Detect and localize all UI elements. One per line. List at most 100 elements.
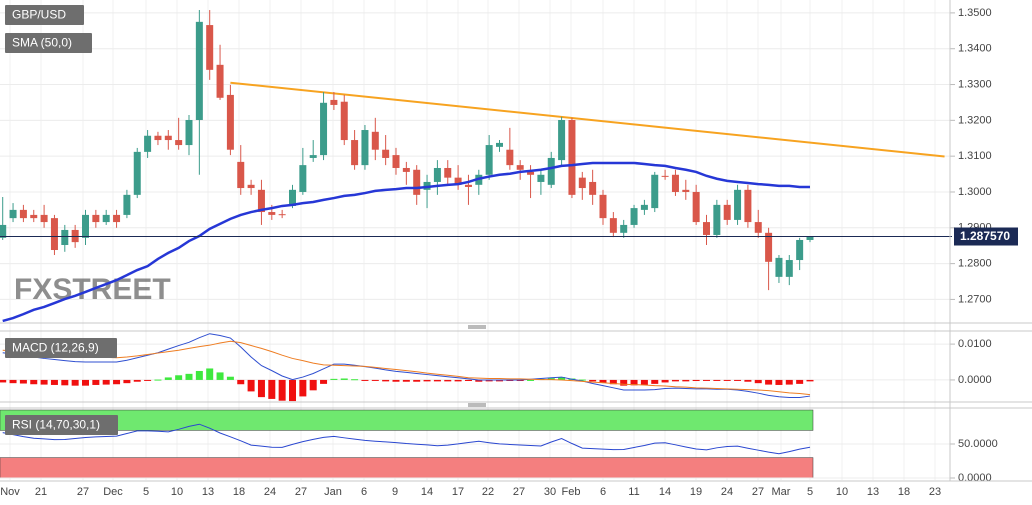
x-tick-label: Jan — [324, 486, 342, 498]
histogram-bar — [206, 368, 214, 380]
histogram-bar — [320, 379, 328, 384]
legend-box-bg — [5, 5, 84, 25]
candle-body — [102, 214, 110, 223]
x-tick-label: 6 — [361, 486, 367, 498]
candle-body — [206, 25, 214, 70]
legend-box-bg — [5, 33, 92, 53]
candle-body — [382, 149, 390, 158]
histogram-bar — [423, 379, 431, 382]
histogram-bar — [744, 379, 752, 382]
x-tick-label: 14 — [659, 486, 671, 498]
y-tick-label: 0.0000 — [958, 374, 992, 386]
x-tick-label: 5 — [143, 486, 149, 498]
candle-body — [144, 135, 152, 152]
histogram-bar — [309, 379, 317, 391]
legend-box: SMA (50,0) — [5, 33, 92, 53]
y-tick-label: 1.3100 — [958, 150, 992, 162]
x-tick-label: 17 — [452, 486, 464, 498]
candle-body — [734, 189, 742, 220]
histogram-bar — [806, 379, 814, 382]
y-tick-label: 1.3200 — [958, 114, 992, 126]
histogram-bar — [692, 379, 700, 382]
histogram-bar — [754, 379, 762, 384]
histogram-bar — [444, 379, 452, 382]
candle-body — [299, 165, 307, 192]
histogram-bar — [651, 379, 659, 384]
histogram-bar — [496, 379, 503, 382]
frame — [0, 0, 1032, 482]
histogram-bar — [113, 379, 121, 385]
line — [2, 333, 811, 398]
x-tick-label: 24 — [721, 486, 733, 498]
candle-body — [216, 64, 224, 98]
candle-body — [330, 99, 338, 105]
histogram-bar — [216, 372, 224, 380]
candle-body — [361, 130, 369, 166]
y-tick-label: 50.0000 — [958, 438, 998, 450]
histogram-bar — [630, 379, 638, 386]
histogram-bar — [195, 370, 203, 380]
x-tick-label: Dec — [103, 486, 123, 498]
candle-body — [661, 175, 669, 177]
histogram-bar — [71, 379, 79, 386]
histogram-bar — [609, 379, 617, 385]
legend-box-bg — [5, 415, 118, 435]
histogram-bar — [226, 376, 234, 380]
candle-body — [289, 189, 296, 206]
candle-body — [682, 189, 690, 192]
x-tick-label: 24 — [264, 486, 276, 498]
candle-body — [0, 224, 7, 238]
last-price-label: 1.287570 — [960, 229, 1010, 243]
legend-label: SMA (50,0) — [12, 36, 72, 50]
candle-body — [589, 181, 597, 195]
histogram-bar — [734, 379, 742, 381]
candle-body — [506, 149, 514, 166]
histogram-bar — [382, 379, 390, 382]
x-tick-label: 27 — [77, 486, 89, 498]
candle-body — [527, 171, 535, 175]
candle-body — [796, 239, 804, 261]
histogram-bar — [661, 379, 669, 383]
histogram-bar — [237, 379, 245, 385]
histogram-bar — [671, 379, 679, 382]
histogram-bar — [82, 379, 89, 386]
line — [2, 340, 811, 396]
candle-body — [599, 194, 607, 219]
y-tick-label: 0.0100 — [958, 338, 992, 350]
candle-body — [485, 145, 493, 175]
candle-body — [671, 174, 679, 192]
candle-body — [257, 189, 265, 213]
candle-body — [278, 214, 286, 216]
histogram-bar — [371, 379, 379, 381]
histogram-bar — [164, 377, 172, 380]
overbought-band — [0, 409, 814, 431]
candle-body — [785, 260, 793, 277]
histogram-bar — [775, 379, 783, 385]
y-tick-label: 1.3500 — [958, 7, 992, 19]
candle-body — [547, 157, 555, 185]
x-tick-label: 27 — [752, 486, 764, 498]
histogram-bar — [589, 379, 597, 382]
histogram-bar — [796, 379, 804, 384]
histogram-bar — [340, 378, 348, 380]
candle-body — [371, 131, 379, 150]
x-tick-label: 11 — [628, 486, 639, 498]
histogram-bar — [640, 379, 648, 385]
candle-body — [247, 184, 255, 189]
x-tick-label: 18 — [898, 486, 910, 498]
legend-box: MACD (12,26,9) — [5, 338, 117, 358]
histogram-bar — [765, 379, 773, 385]
x-tick-label: 9 — [392, 486, 398, 498]
candle-body — [723, 204, 731, 220]
histogram-bar — [102, 379, 110, 385]
candle-body — [82, 214, 89, 238]
histogram-bar — [268, 379, 276, 399]
histogram-bar — [392, 379, 400, 382]
histogram-bar — [433, 379, 441, 382]
x-tick-label: 6 — [600, 486, 606, 498]
candle-body — [640, 204, 648, 210]
candle-body — [692, 191, 700, 223]
line — [2, 161, 810, 322]
candle-body — [133, 151, 141, 195]
candle-body — [61, 229, 69, 245]
